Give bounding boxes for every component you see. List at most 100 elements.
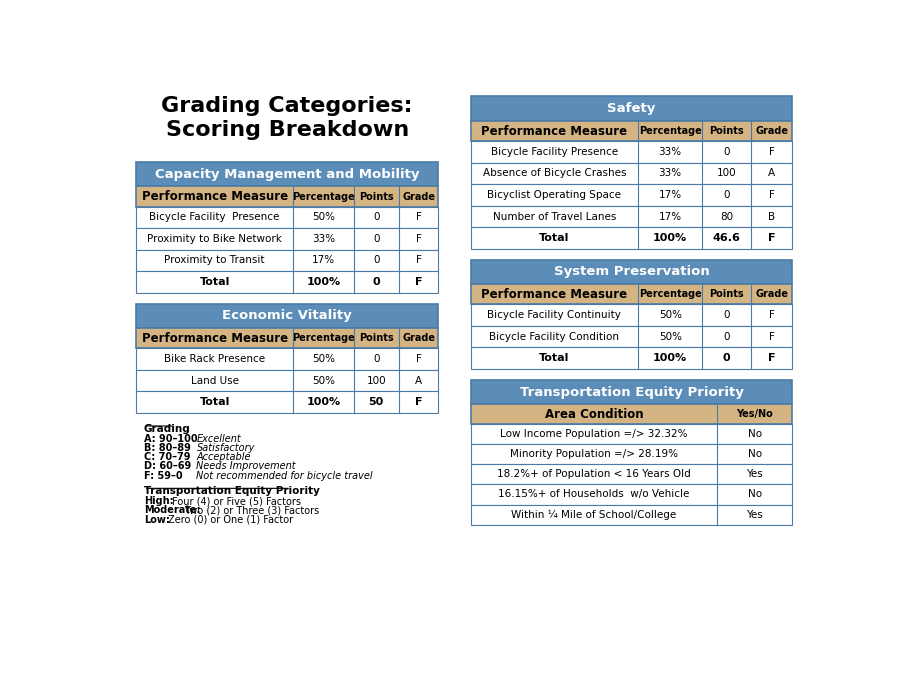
Text: Performance Measure: Performance Measure [482, 288, 628, 301]
Text: F: F [769, 147, 775, 157]
Text: Performance Measure: Performance Measure [142, 190, 288, 203]
Text: Yes: Yes [746, 510, 763, 520]
Text: Within ¼ Mile of School/College: Within ¼ Mile of School/College [511, 510, 676, 520]
Text: F: F [416, 234, 421, 244]
Text: Performance Measure: Performance Measure [482, 125, 628, 138]
Text: Grade: Grade [402, 192, 435, 202]
Text: Total: Total [199, 277, 230, 287]
Text: A: A [768, 168, 775, 178]
Text: 0: 0 [723, 353, 731, 363]
Text: 50%: 50% [658, 331, 682, 342]
Text: Points: Points [359, 192, 393, 202]
Text: 0: 0 [373, 354, 380, 364]
Text: Bicycle Facility  Presence: Bicycle Facility Presence [150, 213, 280, 222]
Text: 16.15%+ of Households  w/o Vehicle: 16.15%+ of Households w/o Vehicle [498, 489, 689, 500]
Text: F: 59–0: F: 59–0 [143, 470, 182, 481]
Text: Not recommended for bicycle travel: Not recommended for bicycle travel [197, 470, 373, 481]
FancyBboxPatch shape [471, 348, 793, 369]
Text: F: F [416, 354, 421, 364]
Text: No: No [748, 489, 761, 500]
FancyBboxPatch shape [136, 348, 438, 370]
FancyBboxPatch shape [136, 370, 438, 392]
Text: Moderate:: Moderate: [143, 506, 200, 515]
Text: 17%: 17% [658, 190, 682, 200]
Text: 100: 100 [717, 168, 736, 178]
Text: Grading Categories:
Scoring Breakdown: Grading Categories: Scoring Breakdown [161, 97, 413, 140]
Text: A: A [415, 375, 422, 385]
Text: Four (4) or Five (5) Factors: Four (4) or Five (5) Factors [169, 496, 300, 506]
FancyBboxPatch shape [471, 97, 793, 121]
Text: 17%: 17% [658, 211, 682, 221]
Text: Grade: Grade [755, 290, 788, 299]
Text: Percentage: Percentage [292, 333, 354, 343]
FancyBboxPatch shape [471, 184, 793, 206]
Text: 46.6: 46.6 [713, 233, 741, 243]
FancyBboxPatch shape [471, 404, 793, 425]
Text: High:: High: [143, 496, 173, 506]
Text: Total: Total [539, 233, 569, 243]
Text: 17%: 17% [312, 255, 335, 265]
Text: 0: 0 [723, 147, 730, 157]
FancyBboxPatch shape [471, 444, 793, 464]
Text: 50%: 50% [658, 310, 682, 320]
Text: Bicycle Facility Continuity: Bicycle Facility Continuity [487, 310, 621, 320]
Text: A: 90–100: A: 90–100 [143, 433, 198, 443]
Text: Percentage: Percentage [639, 126, 702, 136]
FancyBboxPatch shape [136, 162, 438, 186]
Text: Proximity to Bike Network: Proximity to Bike Network [147, 234, 282, 244]
Text: Grade: Grade [402, 333, 435, 343]
Text: Economic Vitality: Economic Vitality [222, 309, 352, 323]
Text: C: 70–79: C: 70–79 [143, 452, 190, 462]
Text: Area Condition: Area Condition [545, 408, 643, 421]
FancyBboxPatch shape [136, 186, 438, 207]
Text: Yes/No: Yes/No [736, 410, 773, 419]
Text: Proximity to Transit: Proximity to Transit [164, 255, 265, 265]
FancyBboxPatch shape [136, 250, 438, 271]
Text: Needs Improvement: Needs Improvement [197, 462, 296, 471]
Text: 0: 0 [373, 277, 380, 287]
Text: Points: Points [709, 290, 744, 299]
FancyBboxPatch shape [471, 141, 793, 163]
Text: 0: 0 [373, 234, 380, 244]
Text: Transportation Equity Priority: Transportation Equity Priority [520, 385, 743, 398]
Text: F: F [769, 331, 775, 342]
Text: Points: Points [359, 333, 393, 343]
Text: 100%: 100% [653, 233, 687, 243]
Text: B: 80–89: B: 80–89 [143, 443, 190, 453]
Text: 18.2%+ of Population < 16 Years Old: 18.2%+ of Population < 16 Years Old [497, 470, 691, 479]
Text: Percentage: Percentage [292, 192, 354, 202]
Text: 100%: 100% [307, 397, 340, 407]
Text: Minority Population =/> 28.19%: Minority Population =/> 28.19% [510, 450, 677, 460]
Text: Total: Total [539, 353, 569, 363]
FancyBboxPatch shape [471, 206, 793, 227]
Text: No: No [748, 450, 761, 460]
FancyBboxPatch shape [471, 425, 793, 444]
FancyBboxPatch shape [471, 485, 793, 504]
Text: 33%: 33% [658, 147, 682, 157]
Text: Percentage: Percentage [639, 290, 702, 299]
Text: 0: 0 [373, 213, 380, 222]
FancyBboxPatch shape [136, 228, 438, 250]
Text: No: No [748, 429, 761, 439]
Text: Bicyclist Operating Space: Bicyclist Operating Space [487, 190, 621, 200]
Text: Satisfactory: Satisfactory [197, 443, 255, 453]
Text: B: B [768, 211, 775, 221]
Text: 0: 0 [723, 310, 730, 320]
Text: 0: 0 [723, 331, 730, 342]
Text: F: F [769, 310, 775, 320]
Text: 0: 0 [373, 255, 380, 265]
FancyBboxPatch shape [471, 163, 793, 184]
Text: Bicycle Facility Presence: Bicycle Facility Presence [491, 147, 618, 157]
Text: F: F [415, 277, 422, 287]
Text: Total: Total [199, 397, 230, 407]
Text: Capacity Management and Mobility: Capacity Management and Mobility [155, 167, 419, 181]
FancyBboxPatch shape [471, 284, 793, 304]
Text: Transportation Equity Priority: Transportation Equity Priority [143, 486, 319, 496]
Text: Performance Measure: Performance Measure [142, 331, 288, 345]
FancyBboxPatch shape [136, 392, 438, 413]
FancyBboxPatch shape [471, 304, 793, 326]
Text: Number of Travel Lanes: Number of Travel Lanes [492, 211, 616, 221]
Text: Grade: Grade [755, 126, 788, 136]
Text: 100%: 100% [307, 277, 340, 287]
Text: Points: Points [709, 126, 744, 136]
